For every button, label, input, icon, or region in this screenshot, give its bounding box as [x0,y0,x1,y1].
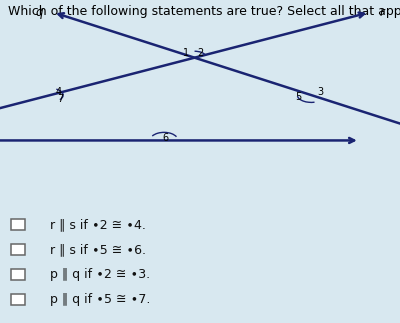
FancyBboxPatch shape [11,219,25,230]
Text: Which of the following statements are true? Select all that apply.: Which of the following statements are tr… [8,5,400,18]
Text: r ∥ s if ∙2 ≅ ∙4.: r ∥ s if ∙2 ≅ ∙4. [50,218,146,231]
FancyBboxPatch shape [11,269,25,280]
Text: r: r [379,6,384,19]
FancyBboxPatch shape [11,294,25,305]
Text: 3: 3 [317,87,323,97]
Text: 1: 1 [183,48,189,58]
Text: 7: 7 [58,94,64,104]
FancyBboxPatch shape [11,244,25,255]
Text: 4: 4 [56,87,62,97]
Text: 6: 6 [163,133,169,143]
Text: 5: 5 [295,92,301,102]
Text: r ∥ s if ∙5 ≅ ∙6.: r ∥ s if ∙5 ≅ ∙6. [50,243,146,256]
Text: p ∥ q if ∙2 ≅ ∙3.: p ∥ q if ∙2 ≅ ∙3. [50,268,150,281]
Text: 2: 2 [198,48,204,58]
Text: p ∥ q if ∙5 ≅ ∙7.: p ∥ q if ∙5 ≅ ∙7. [50,293,150,306]
Text: q: q [36,6,43,19]
